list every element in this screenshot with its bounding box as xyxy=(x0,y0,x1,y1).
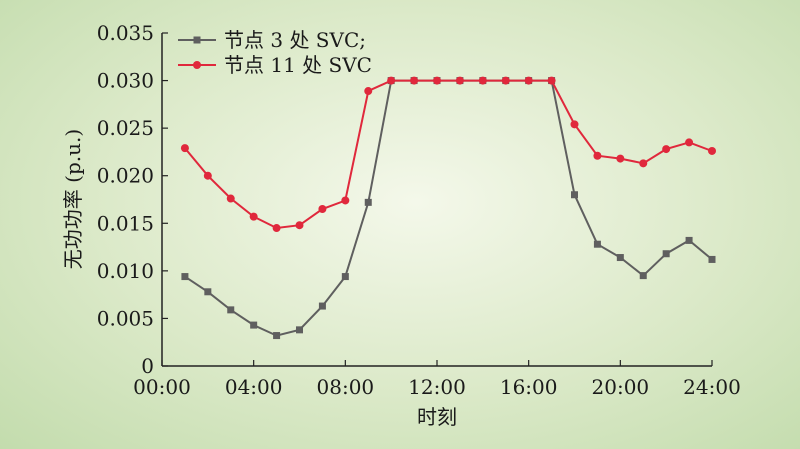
data-point xyxy=(204,288,212,296)
data-point xyxy=(708,146,716,155)
data-point xyxy=(547,76,556,85)
x-ticks: 00:00 04:00 08:00 12:00 16:00 20:00 24:00 xyxy=(133,360,741,399)
x-tick-label: 12:00 xyxy=(408,375,466,399)
data-point xyxy=(662,145,671,154)
data-point xyxy=(524,76,533,85)
data-point xyxy=(478,76,487,85)
data-point xyxy=(203,171,212,180)
data-point xyxy=(318,205,327,214)
legend-marker xyxy=(193,36,201,44)
legend-label: 节点 11 处 SVC xyxy=(224,53,372,77)
data-point xyxy=(296,326,303,334)
data-point xyxy=(570,120,579,129)
data-point xyxy=(364,198,372,206)
y-tick-label: 0.005 xyxy=(97,306,154,330)
x-tick-label: 20:00 xyxy=(592,375,650,399)
y-tick-label: 0.020 xyxy=(97,164,154,188)
data-point xyxy=(272,224,281,233)
y-tick-label: 0.025 xyxy=(97,116,154,140)
data-point xyxy=(662,250,670,258)
y-tick-label: 0.030 xyxy=(97,69,154,93)
data-point xyxy=(639,159,648,168)
data-point xyxy=(571,191,578,199)
data-point xyxy=(273,332,281,340)
legend-marker xyxy=(193,61,201,69)
legend: 节点 3 处 SVC;节点 11 处 SVC xyxy=(178,28,372,77)
data-point xyxy=(433,76,441,85)
data-point xyxy=(227,306,235,314)
data-point xyxy=(685,236,693,244)
series-line xyxy=(184,79,713,230)
y-tick-label: 0.015 xyxy=(97,211,154,235)
x-tick-label: 24:00 xyxy=(683,375,741,399)
data-point xyxy=(250,321,258,329)
data-point xyxy=(593,240,601,248)
data-point xyxy=(249,212,258,221)
x-tick-label: 04:00 xyxy=(225,375,283,399)
data-point xyxy=(318,302,326,310)
series-layer xyxy=(180,76,716,340)
data-point xyxy=(593,151,602,160)
series-2 xyxy=(180,76,716,233)
data-point xyxy=(180,144,189,153)
y-tick-label: 0.010 xyxy=(97,259,154,283)
data-point xyxy=(387,76,396,85)
data-point xyxy=(226,194,235,203)
legend-label: 节点 3 处 SVC; xyxy=(224,28,366,52)
data-point xyxy=(616,254,624,262)
data-point xyxy=(455,76,464,85)
series-1 xyxy=(181,77,716,340)
x-axis-label: 时刻 xyxy=(417,405,457,429)
x-tick-label: 16:00 xyxy=(500,375,558,399)
data-point xyxy=(341,196,350,205)
y-ticks: 0 0.005 0.010 0.015 0.020 0.025 0.030 0.035 xyxy=(97,21,168,378)
y-axis-label: 无功功率 (p.u.) xyxy=(61,129,85,269)
data-point xyxy=(616,154,625,163)
data-point xyxy=(181,273,189,281)
data-point xyxy=(708,255,716,263)
data-point xyxy=(501,76,510,85)
data-point xyxy=(341,273,349,281)
y-tick-label: 0.035 xyxy=(97,21,154,45)
data-point xyxy=(410,76,419,85)
x-tick-label: 08:00 xyxy=(317,375,375,399)
x-tick-label: 00:00 xyxy=(133,375,191,399)
series-line xyxy=(184,79,713,337)
data-point xyxy=(364,87,373,96)
data-point xyxy=(685,138,694,147)
y-tick-label: 0 xyxy=(141,354,154,378)
data-point xyxy=(295,221,304,230)
data-point xyxy=(639,272,647,280)
